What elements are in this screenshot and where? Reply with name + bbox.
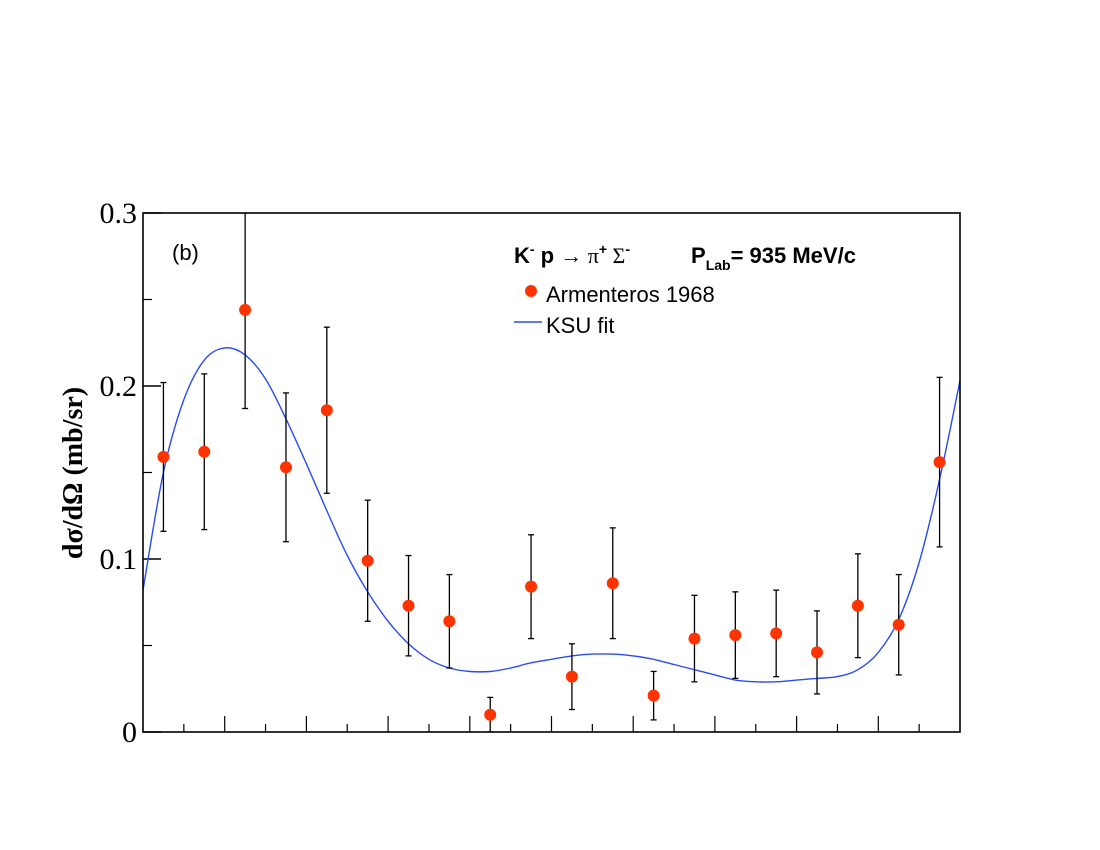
data-point [361, 554, 374, 567]
data-point [279, 461, 292, 474]
data-point [811, 646, 824, 659]
legend-marker-data [525, 285, 537, 297]
data-point [525, 580, 538, 593]
y-tick-label: 0.2 [100, 370, 138, 403]
data-point [484, 708, 497, 721]
legend-plab: PLab= 935 MeV/c [691, 243, 856, 273]
data-point [157, 450, 170, 463]
data-points-layer [157, 303, 946, 721]
data-point [402, 599, 415, 612]
data-point [770, 627, 783, 640]
data-point [606, 577, 619, 590]
legend: K- p → π+ Σ- PLab= 935 MeV/c Armenteros … [514, 241, 856, 338]
y-axis-title: dσ/dΩ (mb/sr) [58, 387, 89, 559]
y-tick-label: 0.1 [100, 543, 138, 576]
fit-curve-line [143, 347, 960, 683]
data-point [239, 303, 252, 316]
y-tick-label: 0.3 [100, 197, 138, 230]
data-point [851, 599, 864, 612]
data-point [647, 689, 660, 702]
legend-entry-fit: KSU fit [546, 313, 614, 338]
axes: 0 0.1 0.2 0.3 [100, 197, 920, 749]
data-point [688, 632, 701, 645]
plot-frame [142, 212, 961, 733]
data-point [565, 670, 578, 683]
panel-label: (b) [172, 240, 199, 265]
data-point [933, 456, 946, 469]
legend-entry-data: Armenteros 1968 [546, 282, 715, 307]
y-tick-label: 0 [122, 716, 137, 749]
data-point [892, 618, 905, 631]
legend-reaction: K- p → π+ Σ- [514, 241, 630, 268]
data-point [443, 615, 456, 628]
data-point [320, 404, 333, 417]
data-point [198, 445, 211, 458]
fit-curve-layer [143, 347, 960, 683]
data-point [729, 629, 742, 642]
